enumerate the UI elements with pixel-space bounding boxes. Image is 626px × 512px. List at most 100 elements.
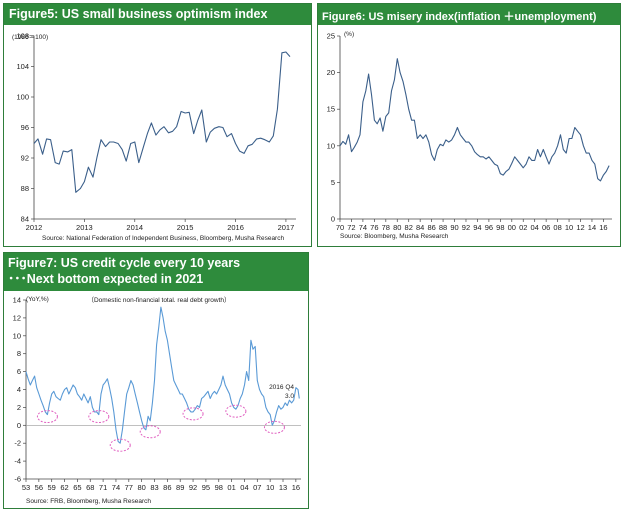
- fig6-x-tick-label: 78: [382, 223, 390, 232]
- fig7-series-line: [25, 306, 300, 444]
- fig7-x-tick-label: 07: [253, 483, 261, 492]
- figure7-title-bar: Figure7: US credit cycle every 10 years …: [4, 253, 308, 291]
- figure7-title-line1: Figure7: US credit cycle every 10 years: [8, 256, 241, 270]
- fig7-unit-label: (YoY,%): [26, 296, 49, 303]
- fig7-trough-circle: [36, 410, 58, 424]
- fig6-x-tick-label: 90: [450, 223, 458, 232]
- fig6-x-tick-label: 08: [553, 223, 561, 232]
- fig5-y-tick-label: 104: [16, 62, 29, 71]
- fig7-y-tick-label: 6: [17, 367, 21, 376]
- fig6-x-tick-label: 84: [416, 223, 424, 232]
- fig7-x-tick-label: 77: [125, 483, 133, 492]
- fig7-x-tick-label: 86: [163, 483, 171, 492]
- fig5-y-tick-label: 100: [16, 93, 29, 102]
- fig7-y-tick-label: 8: [17, 349, 21, 358]
- fig7-trough-circle: [263, 420, 285, 434]
- fig5-x-tick-label: 2015: [177, 223, 194, 232]
- fig5-unit-label: (1986＝100): [12, 34, 48, 41]
- fig5-source-text: Source: National Federation of Independe…: [42, 235, 284, 242]
- fig7-x-tick-label: 71: [99, 483, 107, 492]
- fig7-trough-circle: [225, 404, 247, 418]
- fig7-x-tick-label: 92: [189, 483, 197, 492]
- fig6-x-tick-label: 74: [359, 223, 367, 232]
- fig6-x-tick-label: 96: [485, 223, 493, 232]
- fig7-y-tick-label: 10: [13, 331, 21, 340]
- fig7-subtitle: （Domestic non-financial total. real debt…: [87, 296, 230, 304]
- fig7-x-tick-label: 83: [150, 483, 158, 492]
- fig6-x-tick-label: 16: [599, 223, 607, 232]
- figure6-title: Figure6: US misery index(inflation ＋unem…: [322, 11, 597, 23]
- fig7-x-tick-label: 53: [22, 483, 30, 492]
- fig6-x-tick-label: 10: [565, 223, 573, 232]
- fig6-y-tick-label: 10: [327, 141, 335, 150]
- fig7-trough-circle: [88, 410, 110, 424]
- figure5-title: Figure5: US small business optimism inde…: [9, 7, 268, 21]
- fig5-y-tick-label: 96: [21, 123, 29, 132]
- fig6-y-tick-label: 25: [327, 32, 335, 41]
- fig7-x-tick-label: 68: [86, 483, 94, 492]
- fig6-x-tick-label: 72: [347, 223, 355, 232]
- fig6-x-tick-label: 04: [531, 223, 539, 232]
- fig6-x-tick-label: 92: [462, 223, 470, 232]
- figure6-panel: Figure6: US misery index(inflation ＋unem…: [317, 3, 621, 247]
- fig6-x-tick-label: 14: [588, 223, 596, 232]
- fig7-trough-circle: [109, 438, 131, 452]
- fig6-source-text: Source: Bloomberg, Musha Research: [340, 233, 449, 240]
- fig7-y-tick-label: 12: [13, 313, 21, 322]
- fig5-y-tick-label: 92: [21, 154, 29, 163]
- fig6-x-tick-label: 94: [473, 223, 481, 232]
- fig5-series-line: [33, 51, 291, 193]
- figure5-title-bar: Figure5: US small business optimism inde…: [4, 4, 311, 25]
- fig7-x-tick-label: 95: [202, 483, 210, 492]
- fig7-source-text: Source: FRB, Bloomberg, Musha Research: [26, 498, 151, 505]
- fig7-x-tick-label: 16: [292, 483, 300, 492]
- fig6-unit-label: (%): [344, 31, 354, 38]
- fig6-x-tick-label: 88: [439, 223, 447, 232]
- figure6-chart: 0 5 10 15 20 25 70 72 74 76 78 80 82 84 86 88 90 92 94 96 98…: [327, 31, 612, 240]
- fig6-x-tick-label: 80: [393, 223, 401, 232]
- fig6-x-tick-label: 12: [576, 223, 584, 232]
- fig5-x-tick-label: 2013: [76, 223, 93, 232]
- fig6-y-tick-label: 5: [331, 178, 335, 187]
- fig7-x-tick-label: 56: [35, 483, 43, 492]
- fig6-x-tick-label: 86: [427, 223, 435, 232]
- fig6-x-tick-label: 70: [336, 223, 344, 232]
- fig7-y-tick-label: -6: [14, 475, 21, 484]
- fig5-y-tick-label: 84: [21, 215, 29, 224]
- fig7-y-tick-label: 2: [17, 403, 21, 412]
- fig5-y-tick-label: 88: [21, 184, 29, 193]
- fig6-x-tick-label: 82: [405, 223, 413, 232]
- fig6-x-tick-label: 98: [496, 223, 504, 232]
- fig7-x-tick-label: 10: [266, 483, 274, 492]
- fig5-x-tick-label: 2017: [278, 223, 295, 232]
- fig6-y-tick-label: 15: [327, 105, 335, 114]
- fig6-x-tick-label: 06: [542, 223, 550, 232]
- fig7-y-tick-label: 4: [17, 385, 21, 394]
- figure5-panel: Figure5: US small business optimism inde…: [3, 3, 312, 247]
- figure6-title-bar: Figure6: US misery index(inflation ＋unem…: [318, 4, 620, 25]
- fig6-y-tick-label: 0: [331, 215, 335, 224]
- fig7-x-tick-label: 62: [60, 483, 68, 492]
- fig5-x-tick-label: 2014: [126, 223, 143, 232]
- fig7-y-tick-label: 14: [13, 296, 21, 305]
- fig6-series-line: [339, 58, 610, 182]
- fig6-y-tick-label: 20: [327, 68, 335, 77]
- fig7-y-tick-label: -2: [14, 439, 21, 448]
- fig7-x-tick-label: 74: [112, 483, 120, 492]
- fig7-x-tick-label: 65: [73, 483, 81, 492]
- fig7-y-tick-label: -4: [14, 457, 21, 466]
- fig6-x-tick-label: 00: [508, 223, 516, 232]
- fig6-x-tick-label: 76: [370, 223, 378, 232]
- fig7-y-tick-label: 0: [17, 421, 21, 430]
- fig7-x-tick-label: 13: [279, 483, 287, 492]
- fig5-x-tick-label: 2012: [26, 223, 43, 232]
- fig6-x-tick-label: 02: [519, 223, 527, 232]
- fig7-x-tick-label: 59: [48, 483, 56, 492]
- fig7-x-tick-label: 89: [176, 483, 184, 492]
- fig7-annotation-date: 2016 Q4: [269, 384, 294, 391]
- figure7-title-line2: ･･･Next bottom expected in 2021: [8, 272, 204, 286]
- fig5-y-tick-label: 108: [16, 32, 29, 41]
- fig7-trough-circle: [139, 425, 161, 439]
- figure7-panel: Figure7: US credit cycle every 10 years …: [3, 252, 309, 509]
